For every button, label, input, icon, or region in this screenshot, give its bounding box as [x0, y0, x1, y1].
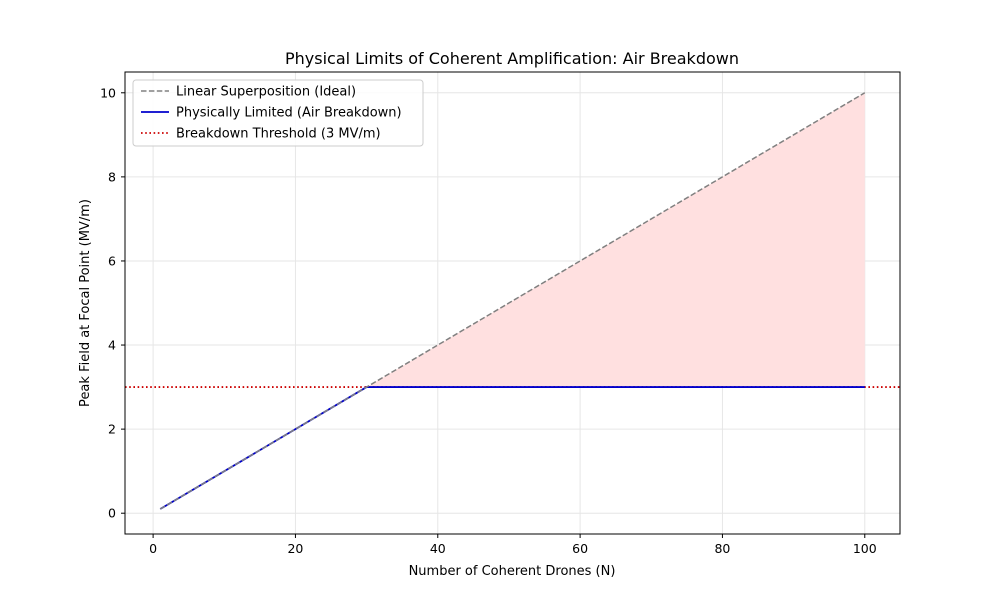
- legend-label-limited: Physically Limited (Air Breakdown): [176, 106, 402, 121]
- chart-title: Physical Limits of Coherent Amplificatio…: [285, 49, 739, 68]
- legend-label-ideal: Linear Superposition (Ideal): [176, 85, 356, 100]
- y-tick-label: 10: [100, 85, 116, 100]
- x-axis: 0 20 40 60 80 100: [149, 534, 877, 556]
- legend: Linear Superposition (Ideal) Physically …: [132, 79, 424, 147]
- legend-label-threshold: Breakdown Threshold (3 MV/m): [176, 127, 381, 142]
- y-axis: 0 2 4 6 8 10: [100, 85, 125, 521]
- x-tick-label: 60: [572, 541, 588, 556]
- series-physically-limited: [159, 386, 865, 510]
- plot-frame: [124, 71, 901, 535]
- y-axis-label: Peak Field at Focal Point (MV/m): [78, 199, 93, 407]
- y-tick-label: 2: [108, 422, 116, 437]
- series-layer: [125, 92, 900, 510]
- y-tick-label: 8: [108, 169, 116, 184]
- x-tick-label: 80: [714, 541, 730, 556]
- series-linear-superposition: [159, 92, 866, 510]
- y-tick-label: 0: [108, 506, 116, 521]
- x-tick-label: 40: [430, 541, 446, 556]
- y-tick-label: 6: [108, 253, 116, 268]
- y-tick-label: 4: [108, 338, 116, 353]
- x-axis-label: Number of Coherent Drones (N): [409, 564, 616, 579]
- x-tick-label: 0: [149, 541, 157, 556]
- legend-box: [132, 79, 424, 147]
- x-tick-label: 100: [853, 541, 877, 556]
- x-tick-label: 20: [287, 541, 303, 556]
